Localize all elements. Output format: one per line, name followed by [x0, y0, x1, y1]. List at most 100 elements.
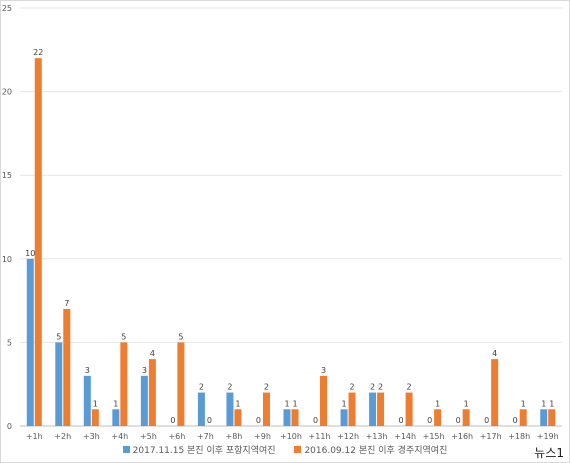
data-label-pohang: 0 — [456, 416, 461, 425]
y-tick-label: 5 — [7, 338, 12, 347]
data-label-pohang: 0 — [484, 416, 489, 425]
bar-gyeongju — [91, 409, 99, 426]
data-label-gyeongju: 1 — [521, 399, 526, 408]
data-label-gyeongju: 7 — [64, 299, 69, 308]
x-tick-label: +14h — [394, 432, 416, 440]
x-tick-label: +5h — [140, 432, 157, 440]
bar-gyeongju — [548, 409, 556, 426]
bar-pohang — [197, 392, 205, 426]
watermark: 뉴스1 — [534, 446, 564, 460]
data-label-gyeongju: 4 — [492, 349, 497, 358]
bar-gyeongju — [491, 359, 499, 426]
bar-gyeongju — [148, 359, 156, 426]
legend-item-gyeongju: 2016.09.12 본진 이후 경주지역여진 — [294, 443, 447, 456]
data-label-gyeongju: 0 — [207, 416, 212, 425]
data-label-pohang: 0 — [399, 416, 404, 425]
data-label-gyeongju: 2 — [407, 383, 412, 392]
bar-gyeongju — [377, 392, 385, 426]
legend-swatch-pohang — [122, 446, 130, 453]
bar-pohang — [340, 409, 348, 426]
bar-gyeongju — [405, 392, 413, 426]
x-tick-label: +2h — [54, 432, 71, 440]
legend-label-pohang: 2017.11.15 본진 이후 포항지역여진 — [132, 446, 276, 456]
data-label-pohang: 0 — [427, 416, 432, 425]
data-label-gyeongju: 1 — [235, 399, 240, 408]
data-label-pohang: 2 — [199, 383, 204, 392]
x-tick-label: +13h — [366, 432, 388, 440]
x-tick-label: +3h — [83, 432, 100, 440]
bar-pohang — [226, 392, 234, 426]
data-label-pohang: 3 — [142, 366, 147, 375]
bars — [26, 58, 556, 426]
x-tick-label: +1h — [26, 432, 43, 440]
data-label-pohang: 10 — [25, 249, 35, 258]
legend-swatch-gyeongju — [294, 446, 302, 453]
x-tick-label: +6h — [168, 432, 185, 440]
bar-gyeongju — [291, 409, 299, 426]
bar-pohang — [369, 392, 377, 426]
x-tick-label: +17h — [480, 432, 502, 440]
x-tick-label: +4h — [111, 432, 128, 440]
x-tick-label: +15h — [423, 432, 445, 440]
data-label-gyeongju: 5 — [121, 332, 126, 341]
data-label-gyeongju: 22 — [33, 48, 43, 57]
legend-label-gyeongju: 2016.09.12 본진 이후 경주지역여진 — [304, 446, 448, 456]
bar-gyeongju — [320, 375, 328, 426]
bar-pohang — [283, 409, 291, 426]
data-label-pohang: 0 — [170, 416, 175, 425]
data-label-pohang: 0 — [313, 416, 318, 425]
data-label-gyeongju: 4 — [150, 349, 155, 358]
y-tick-label: 10 — [2, 255, 12, 264]
x-tick-label: +18h — [508, 432, 530, 440]
data-label-pohang: 3 — [85, 366, 90, 375]
y-tick-label: 20 — [2, 88, 12, 97]
bar-gyeongju — [177, 342, 185, 426]
bar-pohang — [140, 375, 148, 426]
legend-item-pohang: 2017.11.15 본진 이후 포항지역여진 — [122, 443, 276, 456]
bar-pohang — [540, 409, 548, 426]
data-label-pohang: 1 — [342, 399, 347, 408]
x-tick-label: +10h — [280, 432, 302, 440]
bar-pohang — [83, 375, 91, 426]
bar-pohang — [26, 258, 34, 426]
data-label-gyeongju: 2 — [350, 383, 355, 392]
bar-gyeongju — [234, 409, 242, 426]
x-tick-label: +11h — [309, 432, 331, 440]
x-tick-label: +12h — [337, 432, 359, 440]
data-label-pohang: 1 — [113, 399, 118, 408]
bar-gyeongju — [63, 308, 71, 426]
x-tick-label: +7h — [197, 432, 214, 440]
x-axis-ticks: +1h +2h +3h +4h +5h +6h +7h +8h +9h +10h +11h +12h +… — [26, 432, 559, 440]
legend: 2017.11.15 본진 이후 포항지역여진 2016.09.12 본진 이후… — [0, 443, 570, 456]
bar-gyeongju — [434, 409, 442, 426]
data-label-gyeongju: 1 — [464, 399, 469, 408]
data-label-pohang: 5 — [56, 332, 61, 341]
data-label-pohang: 1 — [541, 399, 546, 408]
data-label-pohang: 2 — [370, 383, 375, 392]
bar-gyeongju — [34, 58, 42, 426]
y-axis-ticks: 0 5 10 15 20 25 — [2, 4, 12, 431]
y-tick-label: 15 — [2, 171, 12, 180]
data-label-gyeongju: 1 — [292, 399, 297, 408]
x-tick-label: +16h — [451, 432, 473, 440]
data-label-gyeongju: 2 — [378, 383, 383, 392]
bar-gyeongju — [462, 409, 470, 426]
data-label-gyeongju: 2 — [264, 383, 269, 392]
data-label-pohang: 0 — [513, 416, 518, 425]
data-label-pohang: 1 — [284, 399, 289, 408]
bar-gyeongju — [120, 342, 128, 426]
data-label-gyeongju: 3 — [321, 366, 326, 375]
bar-pohang — [55, 342, 63, 426]
bar-gyeongju — [519, 409, 527, 426]
x-tick-label: +19h — [537, 432, 559, 440]
y-tick-label: 25 — [2, 4, 12, 13]
bar-gyeongju — [262, 392, 270, 426]
data-label-gyeongju: 1 — [93, 399, 98, 408]
x-tick-label: +8h — [226, 432, 243, 440]
data-label-pohang: 0 — [256, 416, 261, 425]
data-label-gyeongju: 1 — [549, 399, 554, 408]
bar-gyeongju — [348, 392, 356, 426]
data-label-gyeongju: 5 — [178, 332, 183, 341]
